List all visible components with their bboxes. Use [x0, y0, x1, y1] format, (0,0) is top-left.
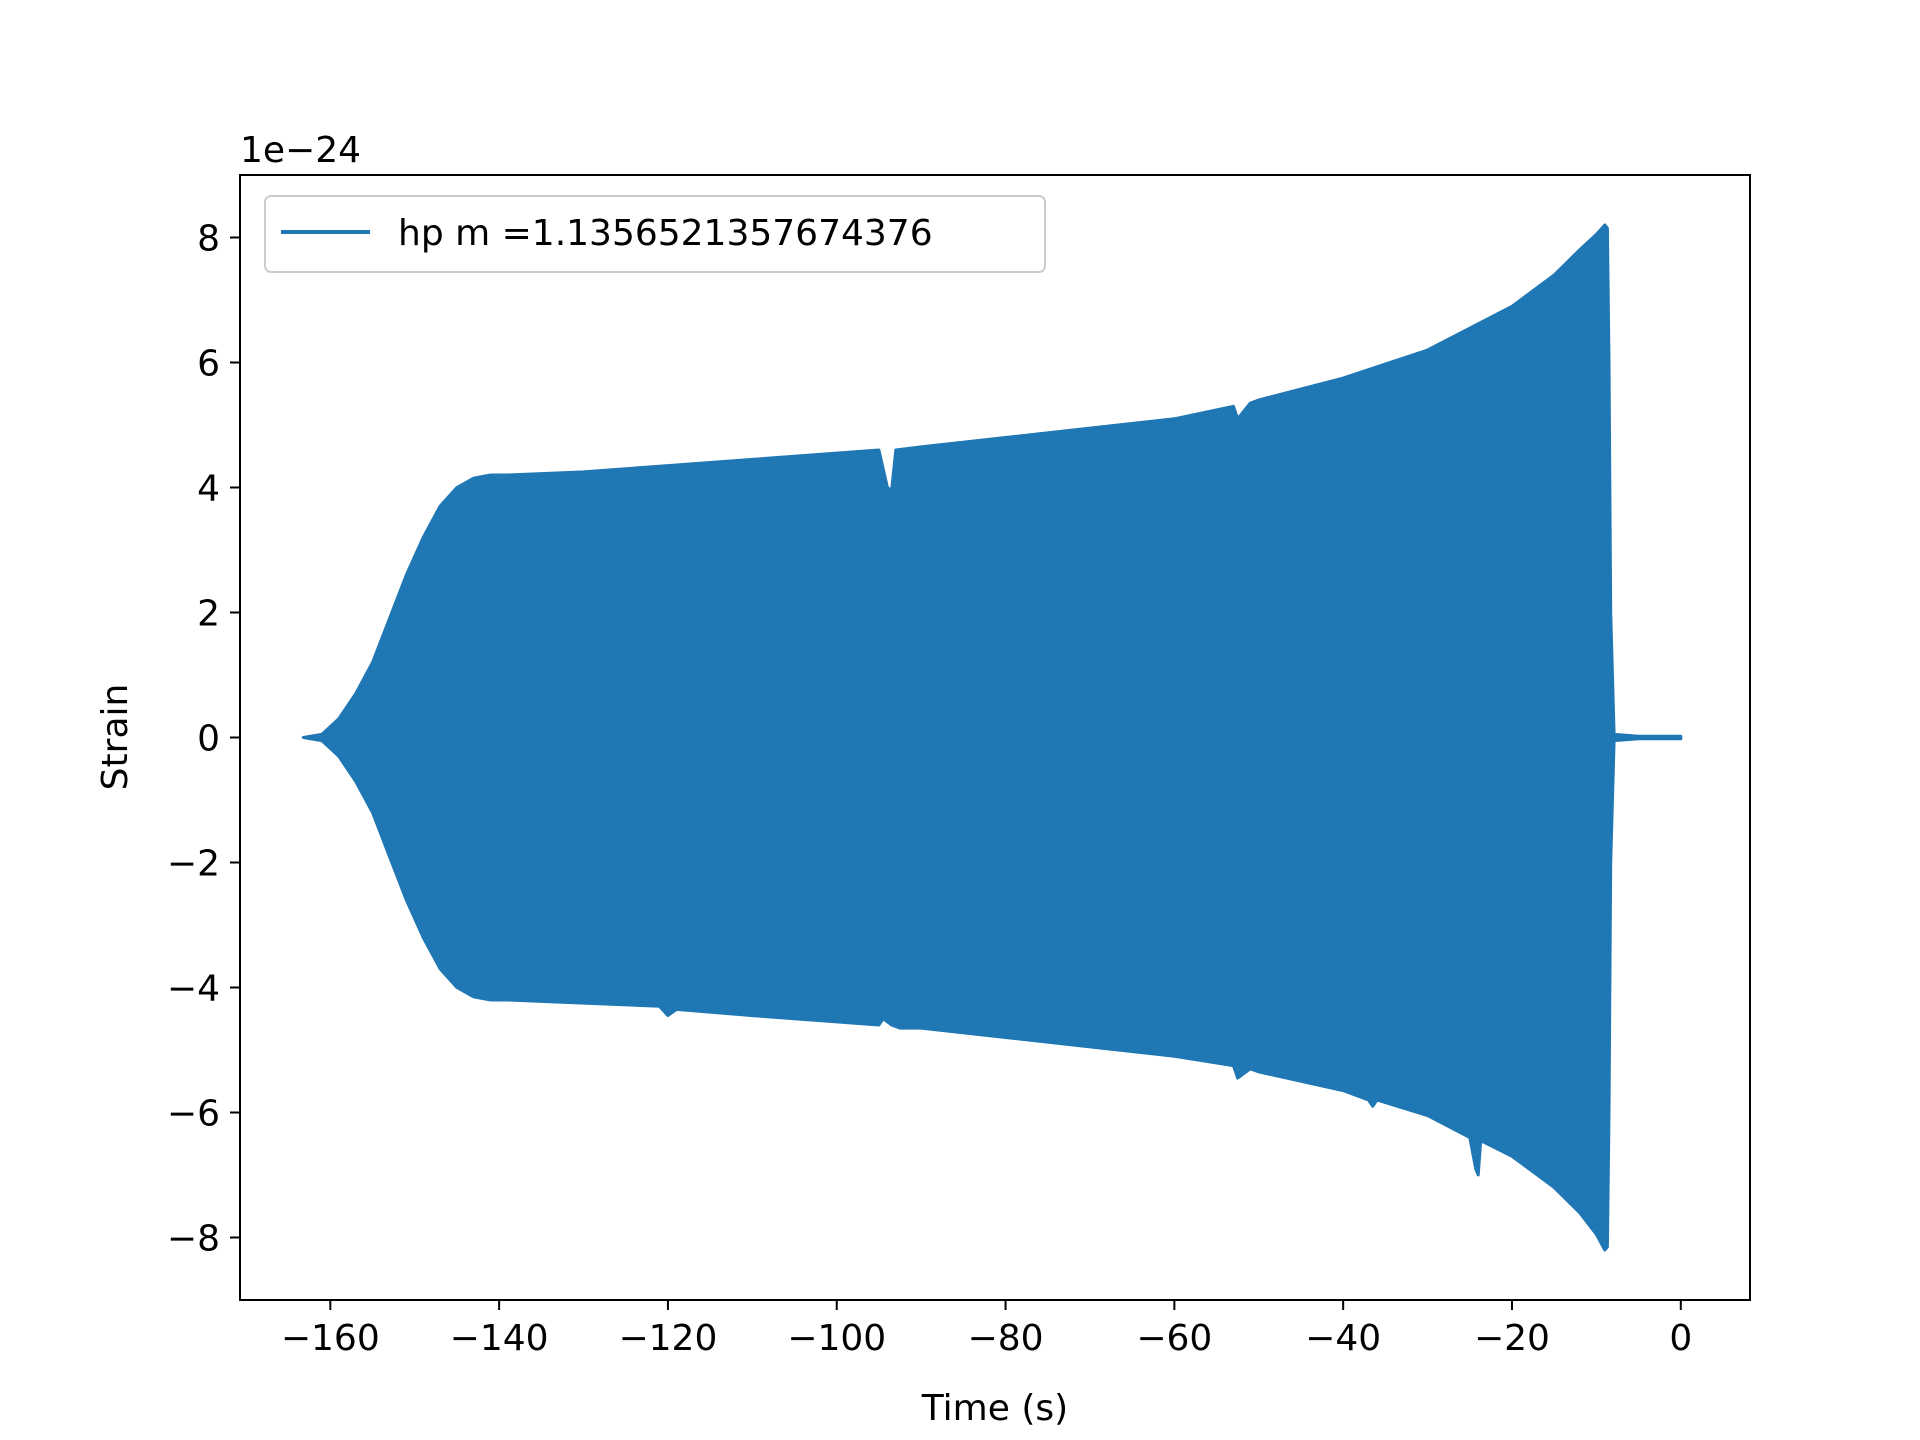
- x-tick-label: −20: [1474, 1318, 1550, 1359]
- y-axis-label: Strain: [95, 684, 136, 791]
- y-tick-label: 4: [197, 469, 220, 510]
- x-axis-ticks: −160 −140 −120 −100 −80 −60 −40 −20 0: [281, 1300, 1692, 1359]
- y-axis-offset-label: 1e−24: [240, 130, 361, 171]
- x-tick-label: −100: [787, 1318, 886, 1359]
- x-tick-label: −40: [1305, 1318, 1381, 1359]
- legend-entry-label: hp m =1.1356521357674376: [398, 213, 933, 254]
- y-tick-label: −4: [167, 969, 220, 1010]
- x-tick-label: −120: [618, 1318, 717, 1359]
- legend: hp m =1.1356521357674376: [264, 195, 1046, 273]
- x-tick-label: −140: [450, 1318, 549, 1359]
- y-tick-label: −2: [167, 844, 220, 885]
- y-tick-label: 2: [197, 594, 220, 635]
- y-axis-ticks: −8 −6 −4 −2 0 2 4 6 8: [167, 219, 240, 1260]
- series-hp-waveform: [301, 223, 1683, 1252]
- series-layer: [301, 223, 1683, 1252]
- y-tick-label: 0: [197, 719, 220, 760]
- x-axis-label: Time (s): [921, 1388, 1068, 1429]
- y-tick-label: −6: [167, 1094, 220, 1135]
- x-tick-label: 0: [1669, 1318, 1692, 1359]
- y-tick-label: 8: [197, 219, 220, 260]
- y-tick-label: 6: [197, 344, 220, 385]
- x-tick-label: −60: [1136, 1318, 1212, 1359]
- x-tick-label: −80: [968, 1318, 1044, 1359]
- x-tick-label: −160: [281, 1318, 380, 1359]
- y-tick-label: −8: [167, 1219, 220, 1260]
- legend-box: [264, 195, 1046, 273]
